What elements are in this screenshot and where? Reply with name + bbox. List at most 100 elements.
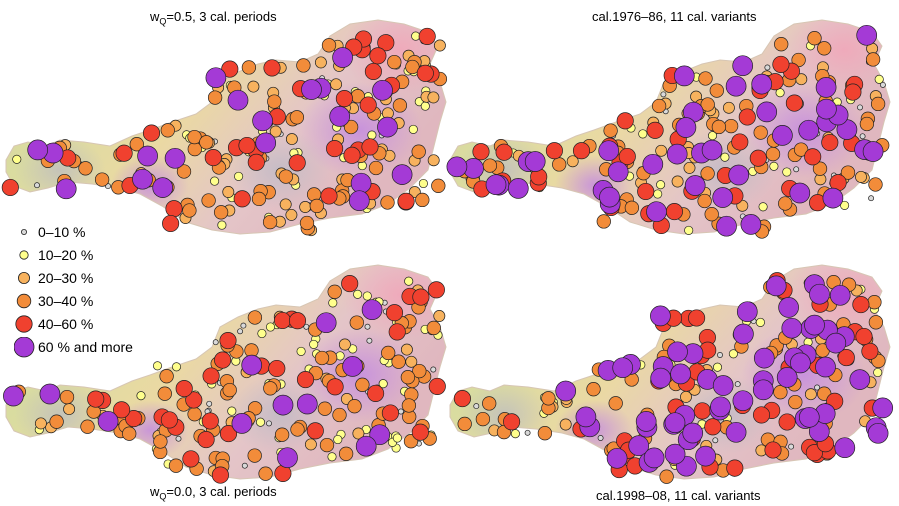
station-marker	[175, 380, 193, 398]
station-marker	[238, 136, 256, 155]
station-marker	[697, 193, 712, 209]
station-marker	[247, 310, 263, 325]
station-marker	[34, 417, 47, 430]
station-marker	[12, 154, 22, 164]
station-marker	[342, 356, 363, 377]
station-marker	[815, 77, 837, 98]
station-marker	[400, 343, 413, 356]
station-marker	[660, 91, 667, 98]
station-marker	[680, 390, 692, 403]
station-marker	[482, 158, 498, 173]
station-marker	[725, 421, 747, 443]
station-marker	[495, 143, 513, 161]
station-marker	[874, 74, 884, 84]
station-marker	[667, 341, 688, 363]
station-marker	[596, 214, 611, 229]
station-marker	[269, 125, 282, 138]
station-marker	[524, 429, 531, 436]
station-marker	[355, 377, 370, 392]
station-marker	[162, 214, 180, 233]
station-marker	[586, 382, 601, 397]
station-marker	[381, 404, 399, 422]
station-marker	[199, 135, 214, 150]
station-marker	[359, 96, 377, 114]
station-marker	[34, 182, 40, 189]
station-marker	[862, 141, 884, 162]
station-marker	[426, 320, 441, 336]
station-marker	[552, 157, 567, 172]
station-marker	[642, 153, 664, 175]
station-marker	[716, 215, 737, 237]
station-marker	[205, 67, 227, 89]
station-marker	[575, 406, 597, 428]
station-marker	[3, 385, 24, 407]
station-marker	[427, 154, 440, 167]
station-marker	[320, 187, 338, 205]
station-marker	[217, 220, 227, 230]
map-panel-tl	[1, 19, 448, 237]
station-marker	[182, 203, 197, 218]
station-marker	[380, 195, 395, 210]
station-marker	[781, 317, 803, 339]
station-marker	[202, 367, 220, 385]
station-marker	[115, 144, 133, 162]
station-marker	[704, 207, 719, 222]
station-marker	[825, 332, 847, 354]
station-marker	[219, 425, 238, 443]
station-marker	[364, 323, 371, 330]
station-marker	[485, 174, 507, 196]
station-marker	[152, 361, 163, 371]
station-marker	[227, 406, 237, 416]
station-marker	[812, 161, 828, 176]
station-marker	[411, 144, 426, 159]
station-marker	[793, 166, 800, 173]
station-marker	[343, 146, 361, 164]
station-marker	[353, 289, 363, 299]
station-marker	[698, 71, 713, 86]
station-marker	[289, 110, 305, 125]
station-marker	[268, 359, 286, 378]
station-marker	[738, 108, 756, 126]
station-marker	[616, 112, 634, 130]
station-marker	[361, 138, 379, 156]
station-marker	[332, 407, 347, 423]
station-marker	[598, 140, 620, 162]
station-marker	[97, 410, 119, 432]
station-marker	[733, 323, 754, 345]
station-marker	[416, 64, 434, 82]
station-marker	[168, 458, 184, 473]
station-marker	[566, 155, 579, 168]
station-marker	[405, 59, 420, 75]
station-marker	[870, 96, 886, 112]
station-marker	[415, 192, 430, 208]
station-marker	[612, 357, 634, 379]
station-marker	[618, 147, 636, 166]
station-marker	[321, 38, 337, 53]
station-marker	[136, 391, 146, 401]
station-marker	[793, 142, 809, 157]
station-marker	[164, 147, 186, 169]
station-marker	[712, 437, 719, 444]
station-marker	[165, 200, 183, 218]
station-marker	[197, 431, 215, 449]
station-marker	[867, 422, 889, 444]
station-marker	[412, 288, 430, 306]
station-marker	[257, 328, 267, 339]
station-marker	[288, 154, 306, 172]
station-marker	[142, 124, 161, 142]
station-marker	[309, 198, 324, 214]
station-marker	[446, 156, 468, 178]
station-marker	[873, 367, 883, 378]
station-marker	[355, 435, 377, 457]
station-marker	[299, 215, 315, 231]
station-marker	[129, 137, 144, 152]
station-marker	[807, 31, 822, 46]
station-marker	[638, 129, 648, 139]
station-marker	[507, 178, 529, 199]
station-marker	[728, 349, 738, 359]
station-marker	[688, 309, 706, 327]
station-marker	[650, 305, 671, 327]
station-marker	[599, 186, 620, 208]
station-marker	[412, 363, 427, 379]
